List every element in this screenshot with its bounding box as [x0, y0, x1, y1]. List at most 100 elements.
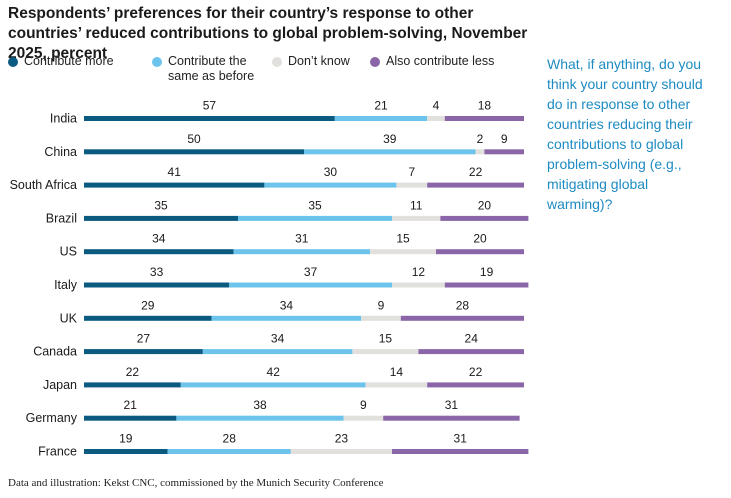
value-label-china-contribute-more: 50 — [187, 132, 201, 146]
bar-uk-contribute-more — [84, 315, 212, 321]
value-label-india-don-t-know: 4 — [433, 99, 440, 113]
bar-canada-contribute-the-same-as-before — [202, 349, 353, 355]
value-label-uk-don-t-know: 9 — [378, 298, 385, 312]
bar-uk-don-t-know — [361, 315, 401, 321]
bar-brazil-also-contribute-less — [440, 215, 529, 221]
bar-us-also-contribute-less — [436, 249, 524, 255]
legend-label-contribute-same-line1: Contribute the — [168, 54, 247, 68]
value-label-france-also-contribute-less: 31 — [454, 432, 468, 446]
value-label-italy-contribute-the-same-as-before: 37 — [304, 265, 318, 279]
bar-china-also-contribute-less — [484, 149, 524, 155]
bar-canada-contribute-more — [84, 349, 203, 355]
value-label-south-africa-contribute-more: 41 — [168, 165, 182, 179]
value-label-japan-contribute-the-same-as-before: 42 — [267, 365, 281, 379]
legend-label-contribute-less: Also contribute less — [386, 54, 495, 68]
bar-germany-don-t-know — [343, 415, 384, 421]
value-label-germany-contribute-more: 21 — [124, 398, 138, 412]
value-label-us-contribute-the-same-as-before: 31 — [295, 232, 309, 246]
bar-canada-don-t-know — [352, 349, 419, 355]
bar-south-africa-also-contribute-less — [427, 182, 524, 188]
value-label-us-don-t-know: 15 — [396, 232, 410, 246]
value-label-germany-also-contribute-less: 31 — [445, 398, 459, 412]
value-label-canada-contribute-the-same-as-before: 34 — [271, 332, 285, 346]
value-label-italy-also-contribute-less: 19 — [480, 265, 494, 279]
value-label-us-also-contribute-less: 20 — [473, 232, 487, 246]
category-label-japan: Japan — [43, 378, 77, 392]
bar-brazil-contribute-more — [84, 215, 238, 221]
bar-brazil-don-t-know — [392, 215, 441, 221]
survey-question: What, if anything, do you think your cou… — [547, 56, 703, 212]
category-label-south-africa: South Africa — [10, 178, 77, 192]
bar-india-contribute-more — [84, 116, 335, 121]
value-label-france-contribute-more: 19 — [119, 432, 133, 446]
value-label-india-contribute-the-same-as-before: 21 — [374, 99, 388, 113]
bar-germany-contribute-more — [84, 415, 177, 421]
value-label-japan-don-t-know: 14 — [390, 365, 404, 379]
bar-japan-don-t-know — [365, 382, 428, 388]
value-label-china-don-t-know: 2 — [477, 132, 484, 146]
value-label-south-africa-also-contribute-less: 22 — [469, 165, 483, 179]
bar-us-don-t-know — [370, 249, 436, 255]
category-label-china: China — [44, 145, 77, 159]
bar-italy-contribute-more — [84, 282, 230, 288]
bar-france-contribute-the-same-as-before — [167, 449, 291, 454]
source-note: Data and illustration: Kekst CNC, commis… — [8, 477, 384, 489]
value-label-brazil-also-contribute-less: 20 — [478, 198, 492, 212]
value-label-japan-also-contribute-less: 22 — [469, 365, 483, 379]
bar-france-contribute-more — [84, 449, 168, 454]
value-label-south-africa-don-t-know: 7 — [408, 165, 415, 179]
legend-swatch-dont-know — [272, 57, 282, 67]
value-label-china-also-contribute-less: 9 — [501, 132, 508, 146]
bar-brazil-contribute-the-same-as-before — [238, 215, 392, 221]
value-label-germany-don-t-know: 9 — [360, 398, 367, 412]
category-label-italy: Italy — [54, 278, 78, 292]
bar-china-don-t-know — [475, 149, 485, 155]
legend-label-contribute-same-line2: same as before — [168, 69, 255, 83]
bar-japan-contribute-the-same-as-before — [180, 382, 366, 388]
value-label-brazil-contribute-more: 35 — [154, 198, 168, 212]
chart-title: Respondents’ preferences for their count… — [8, 5, 528, 62]
value-label-uk-contribute-the-same-as-before: 34 — [280, 298, 294, 312]
value-label-france-contribute-the-same-as-before: 28 — [223, 432, 237, 446]
value-label-japan-contribute-more: 22 — [126, 365, 140, 379]
bar-china-contribute-the-same-as-before — [304, 149, 476, 155]
value-label-brazil-contribute-the-same-as-before: 35 — [308, 198, 322, 212]
bar-italy-don-t-know — [392, 282, 445, 288]
bar-japan-also-contribute-less — [427, 382, 524, 388]
bar-india-also-contribute-less — [444, 116, 524, 121]
bar-uk-also-contribute-less — [400, 315, 524, 321]
value-label-brazil-don-t-know: 11 — [410, 198, 423, 212]
value-label-canada-contribute-more: 27 — [137, 332, 151, 346]
value-label-uk-also-contribute-less: 28 — [456, 298, 470, 312]
bar-france-also-contribute-less — [392, 449, 529, 454]
legend-label-dont-know: Don’t know — [288, 54, 350, 68]
category-label-france: France — [38, 445, 77, 459]
bar-italy-also-contribute-less — [444, 282, 529, 288]
category-label-india: India — [50, 112, 77, 126]
value-label-india-contribute-more: 57 — [203, 99, 217, 113]
value-label-china-contribute-the-same-as-before: 39 — [383, 132, 397, 146]
bar-south-africa-contribute-the-same-as-before — [264, 182, 397, 188]
value-label-canada-also-contribute-less: 24 — [465, 332, 479, 346]
value-label-south-africa-contribute-the-same-as-before: 30 — [324, 165, 338, 179]
bar-us-contribute-more — [84, 249, 234, 255]
category-label-us: US — [60, 245, 77, 259]
bar-uk-contribute-the-same-as-before — [211, 315, 362, 321]
value-label-italy-contribute-more: 33 — [150, 265, 164, 279]
value-label-france-don-t-know: 23 — [335, 432, 349, 446]
legend-label-contribute-more: Contribute more — [24, 54, 114, 68]
bar-france-don-t-know — [290, 449, 392, 454]
value-label-us-contribute-more: 34 — [152, 232, 166, 246]
bar-us-contribute-the-same-as-before — [233, 249, 370, 255]
bar-india-contribute-the-same-as-before — [334, 116, 428, 121]
bar-germany-contribute-the-same-as-before — [176, 415, 344, 421]
legend-swatch-contribute-same — [152, 57, 162, 67]
legend-swatch-contribute-more — [8, 57, 18, 67]
value-label-italy-don-t-know: 12 — [412, 265, 426, 279]
bar-japan-contribute-more — [84, 382, 181, 388]
bar-canada-also-contribute-less — [418, 349, 524, 355]
bar-india-don-t-know — [427, 116, 445, 121]
category-label-brazil: Brazil — [46, 211, 77, 225]
value-label-india-also-contribute-less: 18 — [478, 99, 492, 113]
